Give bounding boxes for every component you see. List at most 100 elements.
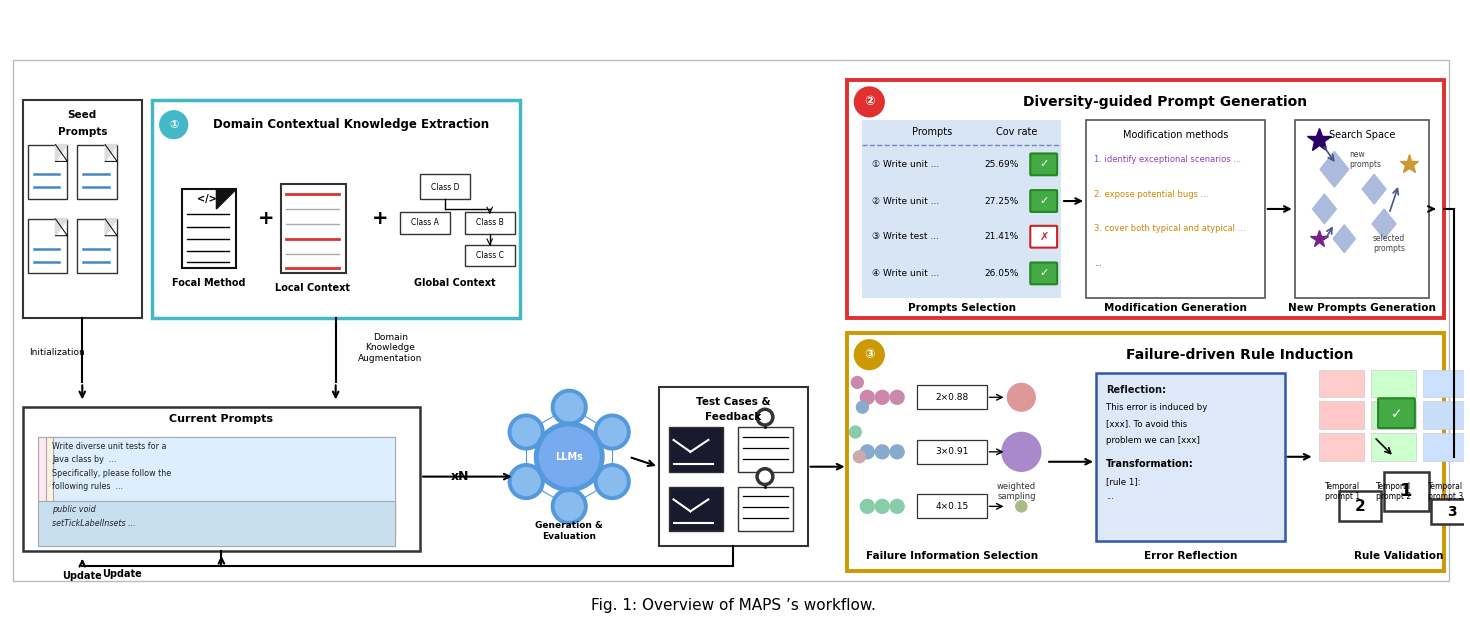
Polygon shape [1363,174,1386,204]
Text: Modification Generation: Modification Generation [1104,303,1247,313]
Bar [1320,401,1364,429]
Circle shape [875,445,889,459]
Text: Temporal
prompt 3: Temporal prompt 3 [1427,482,1463,501]
Bar [1372,401,1416,429]
Text: Local Context: Local Context [275,283,350,293]
Bar [847,333,1444,571]
Circle shape [875,390,889,404]
Circle shape [1007,383,1035,411]
Text: Error Reflection: Error Reflection [1144,551,1236,561]
Text: weighted
sampling: weighted sampling [997,482,1036,501]
Text: new
prompts: new prompts [1349,150,1382,169]
Bar [151,100,519,318]
Text: 25.69%: 25.69% [985,160,1019,169]
Circle shape [160,111,188,138]
Text: Update: Update [101,568,143,579]
Text: 1: 1 [1399,482,1413,500]
Text: Update: Update [62,571,101,581]
Text: Specifically, please follow the: Specifically, please follow the [53,469,172,478]
Text: Transformation:: Transformation: [1105,459,1194,469]
Polygon shape [216,189,237,209]
Polygon shape [56,145,68,161]
Circle shape [756,408,773,426]
Text: Cov rate: Cov rate [995,127,1036,137]
Text: Class B: Class B [476,218,504,227]
Bar [1385,471,1429,511]
Text: following rules  ...: following rules ... [53,482,123,491]
Text: ✓: ✓ [1039,160,1050,169]
Text: Domain
Knowledge
Augmentation: Domain Knowledge Augmentation [359,333,422,362]
Bar [465,212,514,234]
Circle shape [760,412,770,422]
Bar [28,219,68,274]
Text: Rule Validation: Rule Validation [1354,551,1444,561]
Bar [1423,401,1467,429]
Bar [1086,120,1264,298]
Circle shape [860,390,875,404]
Polygon shape [56,219,68,235]
Circle shape [509,414,544,450]
Bar [659,387,807,546]
Circle shape [1003,433,1041,471]
Bar [863,120,1061,298]
Polygon shape [106,145,118,161]
Bar [53,437,395,536]
Text: 1. identify exceptional scenarios ...: 1. identify exceptional scenarios ... [1094,155,1241,164]
Bar [400,212,450,234]
Circle shape [551,389,587,425]
Circle shape [509,464,544,500]
Text: New Prompts Generation: New Prompts Generation [1288,303,1436,313]
Text: Class A: Class A [412,218,440,227]
Polygon shape [1333,225,1355,253]
Bar [1320,369,1364,397]
Text: 2×0.88: 2×0.88 [935,393,969,402]
Circle shape [512,468,539,496]
Circle shape [556,493,584,520]
Text: 3: 3 [1446,505,1457,519]
Bar [1339,491,1382,521]
Text: setTickLabelInsets ...: setTickLabelInsets ... [53,519,137,528]
Circle shape [860,500,875,514]
FancyBboxPatch shape [1030,226,1057,248]
Text: 21.41%: 21.41% [985,232,1019,241]
Circle shape [857,401,869,413]
Bar [182,189,237,269]
Circle shape [551,489,587,524]
Text: Class C: Class C [476,251,504,260]
Bar [1295,120,1429,298]
Bar [38,501,395,546]
Polygon shape [106,219,118,235]
Circle shape [1016,501,1028,512]
Text: 2: 2 [1355,499,1366,514]
Bar [13,60,1448,581]
Text: Reflection:: Reflection: [1105,385,1166,396]
Circle shape [854,87,885,117]
Bar [46,437,395,541]
Text: 2. expose potential bugs ...: 2. expose potential bugs ... [1094,189,1208,198]
Circle shape [556,394,584,421]
Text: ✗: ✗ [1039,232,1050,242]
Polygon shape [1372,209,1396,239]
FancyBboxPatch shape [1377,398,1414,428]
Bar [917,385,986,409]
Circle shape [594,464,631,500]
Text: ②: ② [864,96,875,108]
Text: Domain Contextual Knowledge Extraction: Domain Contextual Knowledge Extraction [213,118,488,131]
Text: Global Context: Global Context [415,278,495,288]
Text: [rule 1]:: [rule 1]: [1105,477,1141,486]
Text: 26.05%: 26.05% [985,269,1019,278]
Bar [22,407,420,551]
Text: Class D: Class D [431,182,459,191]
Bar [669,427,723,471]
Text: 3×0.91: 3×0.91 [935,447,969,456]
Text: +: + [372,209,388,228]
Text: Test Cases &: Test Cases & [695,397,770,407]
Text: ② Write unit ...: ② Write unit ... [872,197,939,205]
Bar [917,494,986,518]
Text: This error is induced by: This error is induced by [1105,403,1207,412]
Text: Prompts Selection: Prompts Selection [907,303,1016,313]
Bar [1430,500,1470,524]
Text: Failure-driven Rule Induction: Failure-driven Rule Induction [1126,348,1354,362]
Bar [420,174,470,199]
Circle shape [891,390,904,404]
